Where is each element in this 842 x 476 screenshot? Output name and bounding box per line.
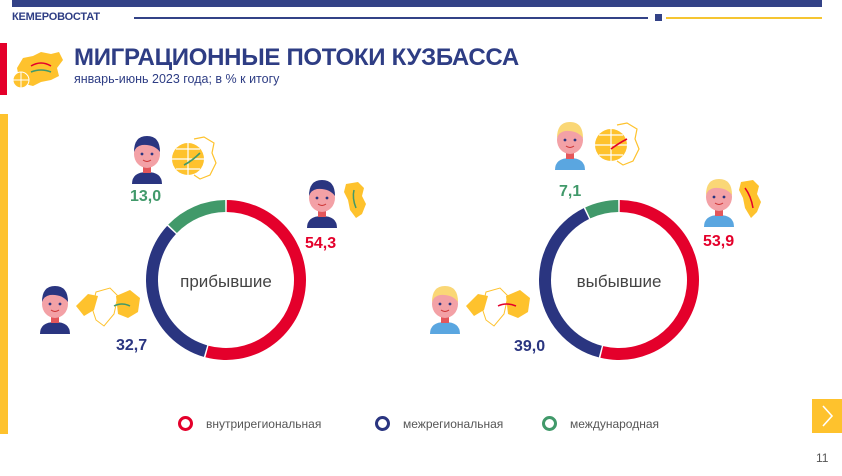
page-subtitle: январь-июнь 2023 года; в % к итогу bbox=[74, 72, 280, 86]
departures-center-label: выбывшие bbox=[576, 272, 662, 291]
legend-label: межрегиональная bbox=[403, 416, 504, 431]
legend-item-intraregional: внутрирегиональная bbox=[178, 416, 321, 431]
russia-map-icon bbox=[466, 287, 530, 327]
side-accent-bar bbox=[0, 114, 8, 434]
departures-interregional-segment bbox=[539, 208, 602, 358]
legend-label: внутрирегиональная bbox=[206, 416, 322, 431]
departures-international-segment bbox=[585, 200, 619, 219]
kuzbass-map-icon bbox=[344, 182, 366, 218]
boy-blond-hair-icon bbox=[704, 179, 734, 227]
legend-ring-icon bbox=[542, 416, 557, 431]
arrivals-interregional-segment bbox=[146, 225, 208, 357]
next-slide-button[interactable] bbox=[812, 399, 842, 433]
globe-map-icon bbox=[595, 122, 640, 166]
boy-dark-hair-icon bbox=[40, 286, 70, 334]
legend-item-interregional: межрегиональная bbox=[375, 416, 503, 431]
arrivals-international-value: 13,0 bbox=[130, 188, 162, 205]
top-bar bbox=[12, 0, 822, 7]
title-accent-bar bbox=[0, 43, 7, 95]
boy-blond-hair-icon bbox=[555, 122, 585, 170]
departures-international-value: 7,1 bbox=[559, 183, 582, 200]
russia-map-globe-icon bbox=[12, 52, 63, 89]
boy-dark-hair-icon bbox=[307, 180, 337, 228]
departures-intraregional-segment bbox=[600, 200, 699, 360]
header-divider-blue bbox=[134, 17, 648, 19]
brand-label: КЕМЕРОВОСТАТ bbox=[12, 11, 100, 23]
arrivals-intraregional-value: 54,3 bbox=[305, 235, 337, 252]
legend-ring-icon bbox=[375, 416, 390, 431]
boy-blond-hair-icon bbox=[430, 286, 460, 334]
legend-label: международная bbox=[570, 416, 660, 431]
header-divider-square bbox=[655, 14, 662, 21]
departures-interregional-value: 39,0 bbox=[514, 338, 546, 355]
arrivals-center-label: прибывшие bbox=[180, 272, 272, 291]
departures-intraregional-value: 53,9 bbox=[703, 233, 735, 250]
globe-map-icon bbox=[172, 136, 217, 180]
legend-ring-icon bbox=[178, 416, 193, 431]
kuzbass-map-icon bbox=[739, 180, 761, 218]
boy-dark-hair-icon bbox=[132, 136, 162, 184]
chevron-right-icon bbox=[822, 405, 834, 427]
page-number: 11 bbox=[816, 451, 829, 465]
header-divider-yellow bbox=[666, 17, 822, 19]
legend-item-international: международная bbox=[542, 416, 659, 431]
arrivals-donut-chart bbox=[146, 200, 306, 360]
arrivals-interregional-value: 32,7 bbox=[116, 337, 148, 354]
russia-map-icon bbox=[76, 287, 140, 327]
page-title: МИГРАЦИОННЫЕ ПОТОКИ КУЗБАССА bbox=[74, 44, 519, 71]
departures-donut-chart bbox=[539, 200, 699, 360]
arrivals-international-segment bbox=[168, 200, 226, 233]
